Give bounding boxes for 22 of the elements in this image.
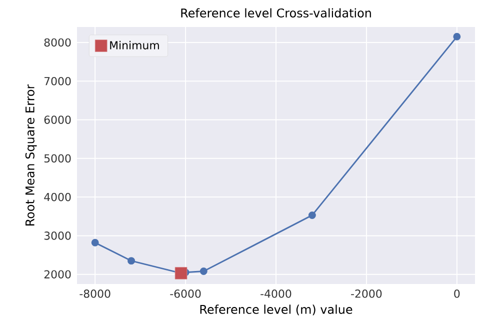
- point: [174, 267, 188, 280]
- y-tick-label: 8000: [44, 38, 71, 47]
- x-tick-label: -8000: [80, 290, 110, 298]
- y-tick-label: 2000: [44, 270, 71, 278]
- point: [91, 238, 99, 246]
- chart-title: Reference level Cross-validation: [181, 8, 371, 18]
- y-tick-label: 7000: [44, 76, 71, 86]
- x-axis-title: Reference level (m) value: [200, 304, 352, 316]
- y-tick-label: 6000: [44, 116, 71, 124]
- x-tick-label: -6000: [170, 290, 201, 298]
- y-tick-label: 4000: [44, 192, 71, 202]
- y-tick-label: 3000: [44, 232, 71, 240]
- point: [200, 268, 208, 275]
- x-tick-label: -2000: [351, 290, 382, 298]
- point: [308, 211, 316, 219]
- x-tick-label: -4000: [260, 290, 292, 298]
- y-axis-title: Root Mean Square Error: [25, 84, 37, 226]
- x-tick-label: 0: [454, 290, 460, 298]
- legend-label: Minimum: [110, 40, 159, 50]
- y-tick-label: 5000: [44, 154, 71, 163]
- point: [128, 257, 136, 265]
- point: [453, 32, 461, 40]
